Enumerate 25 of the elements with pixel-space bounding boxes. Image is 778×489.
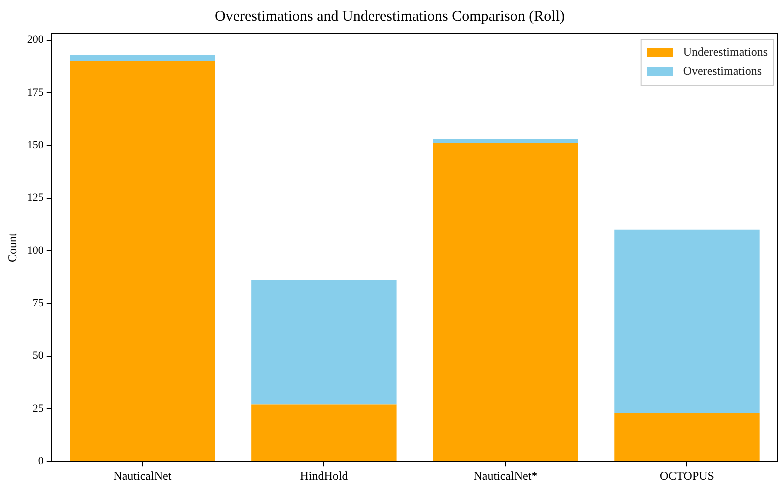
y-tick-label: 125: [27, 192, 44, 204]
x-tick-label: OCTOPUS: [660, 468, 714, 483]
bar: [70, 55, 216, 62]
bar: [70, 61, 216, 462]
y-tick-label: 0: [38, 455, 44, 468]
bar: [433, 139, 578, 144]
bar: [433, 144, 578, 462]
bar: [614, 230, 760, 414]
y-tick-label: 150: [27, 140, 44, 152]
bar: [252, 280, 397, 405]
y-tick-label: 75: [32, 298, 44, 310]
y-tick-label: 25: [32, 402, 44, 415]
x-tick-label: NauticalNet*: [474, 468, 538, 483]
y-tick-label: 200: [27, 34, 44, 46]
y-tick-label: 175: [27, 86, 44, 99]
y-tick-label: 100: [27, 244, 44, 257]
x-tick-label: HindHold: [300, 468, 348, 483]
y-tick-label: 50: [32, 350, 44, 362]
x-tick-label: NauticalNet: [114, 468, 172, 483]
legend-label: Overestimations: [683, 64, 762, 78]
legend-label: Underestimations: [683, 45, 768, 60]
bar: [614, 413, 760, 462]
bar: [252, 404, 397, 462]
y-axis-title: Count: [5, 232, 20, 262]
chart-title: Overestimations and Underestimations Comparison (Roll): [215, 8, 565, 25]
